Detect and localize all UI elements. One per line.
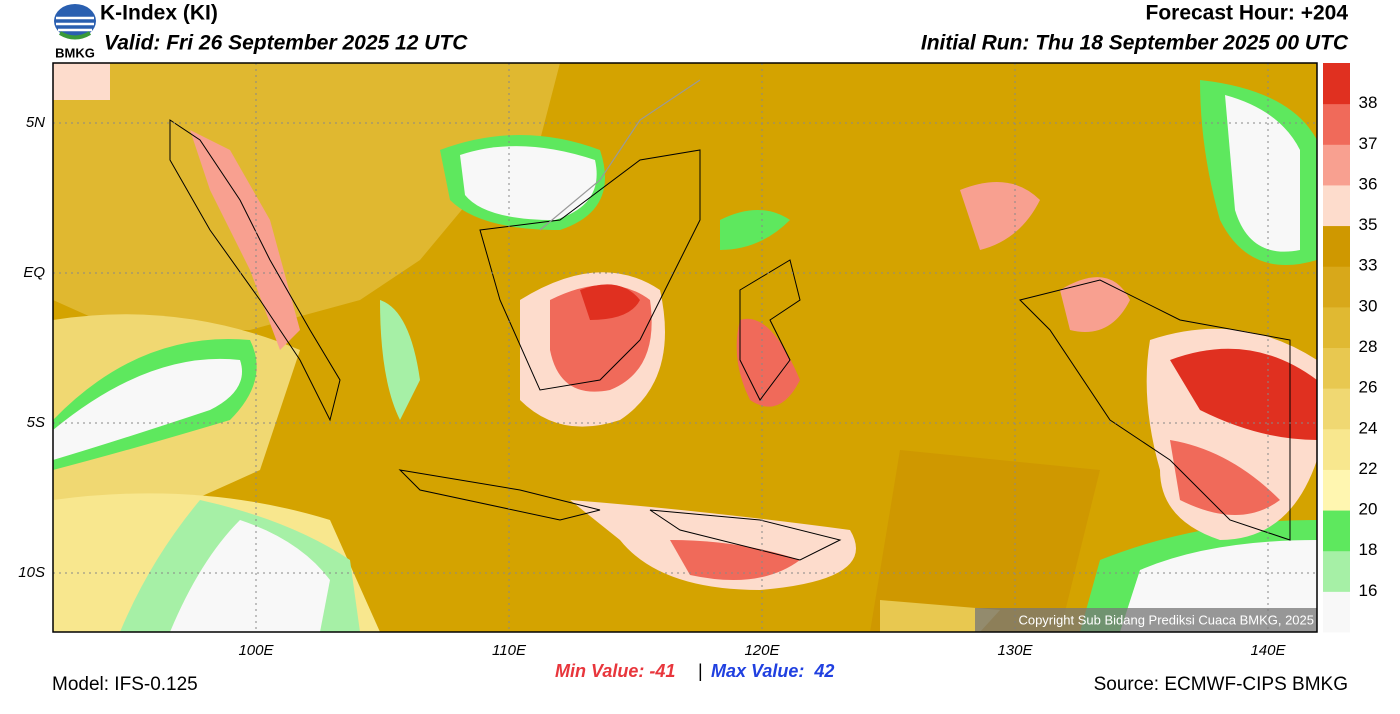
colorbar-label: 24 — [1359, 418, 1378, 437]
colorbar-segment — [1323, 225, 1350, 267]
colorbar-label: 37 — [1359, 134, 1378, 153]
colorbar-label: 22 — [1359, 459, 1378, 478]
colorbar-label: 18 — [1359, 540, 1378, 559]
colorbar-label: 20 — [1359, 500, 1378, 519]
colorbar-segment — [1323, 103, 1350, 145]
initial-run: Initial Run: Thu 18 September 2025 00 UT… — [921, 32, 1349, 55]
lon-label: 130E — [997, 642, 1033, 659]
colorbar-label: 30 — [1359, 296, 1378, 315]
lat-label: 5S — [27, 414, 45, 431]
source: Source: ECMWF-CIPS BMKG — [1094, 674, 1348, 695]
colorbar-label: 16 — [1359, 581, 1378, 600]
title: K-Index (KI) — [100, 2, 218, 25]
separator: | — [698, 661, 703, 681]
colorbar-segment — [1323, 144, 1350, 186]
colorbar-segment — [1323, 266, 1350, 308]
copyright: Copyright Sub Bidang Prediksi Cuaca BMKG… — [1018, 612, 1314, 627]
colorbar-segment — [1323, 63, 1350, 105]
colorbar-segment — [1323, 428, 1350, 470]
colorbar-label: 38 — [1359, 93, 1378, 112]
model: Model: IFS-0.125 — [52, 674, 198, 695]
colorbar-segment — [1323, 184, 1350, 227]
lat-label: EQ — [23, 264, 45, 281]
logo: BMKG — [54, 4, 96, 60]
min-value: Min Value: -41 — [555, 661, 675, 681]
logo-text: BMKG — [55, 45, 95, 60]
lat-label: 5N — [26, 114, 45, 131]
max-value: Max Value: 42 — [711, 661, 834, 681]
valid-time: Valid: Fri 26 September 2025 12 UTC — [104, 32, 468, 55]
lon-label: 100E — [238, 642, 274, 659]
forecast-hour: Forecast Hour: +204 — [1146, 2, 1349, 25]
colorbar-segment — [1323, 306, 1350, 348]
colorbar-segment — [1323, 510, 1350, 552]
colorbar-segment — [1323, 550, 1350, 592]
map-field — [53, 63, 1317, 632]
colorbar: 16 18 20 22 24 26 28 30 33 35 36 37 38 — [1323, 63, 1377, 633]
colorbar-label: 28 — [1359, 337, 1378, 356]
colorbar-segment — [1323, 591, 1350, 633]
lon-label: 120E — [744, 642, 780, 659]
colorbar-label: 35 — [1359, 215, 1378, 234]
colorbar-label: 33 — [1359, 256, 1378, 275]
lon-label: 110E — [492, 642, 527, 659]
map-frame — [52, 62, 1318, 633]
colorbar-segment — [1323, 388, 1350, 430]
lon-label: 140E — [1250, 642, 1286, 659]
colorbar-segment — [1323, 469, 1350, 511]
colorbar-segment — [1323, 347, 1350, 389]
lat-label: 10S — [18, 564, 45, 581]
colorbar-label: 36 — [1359, 174, 1378, 193]
colorbar-label: 26 — [1359, 378, 1378, 397]
